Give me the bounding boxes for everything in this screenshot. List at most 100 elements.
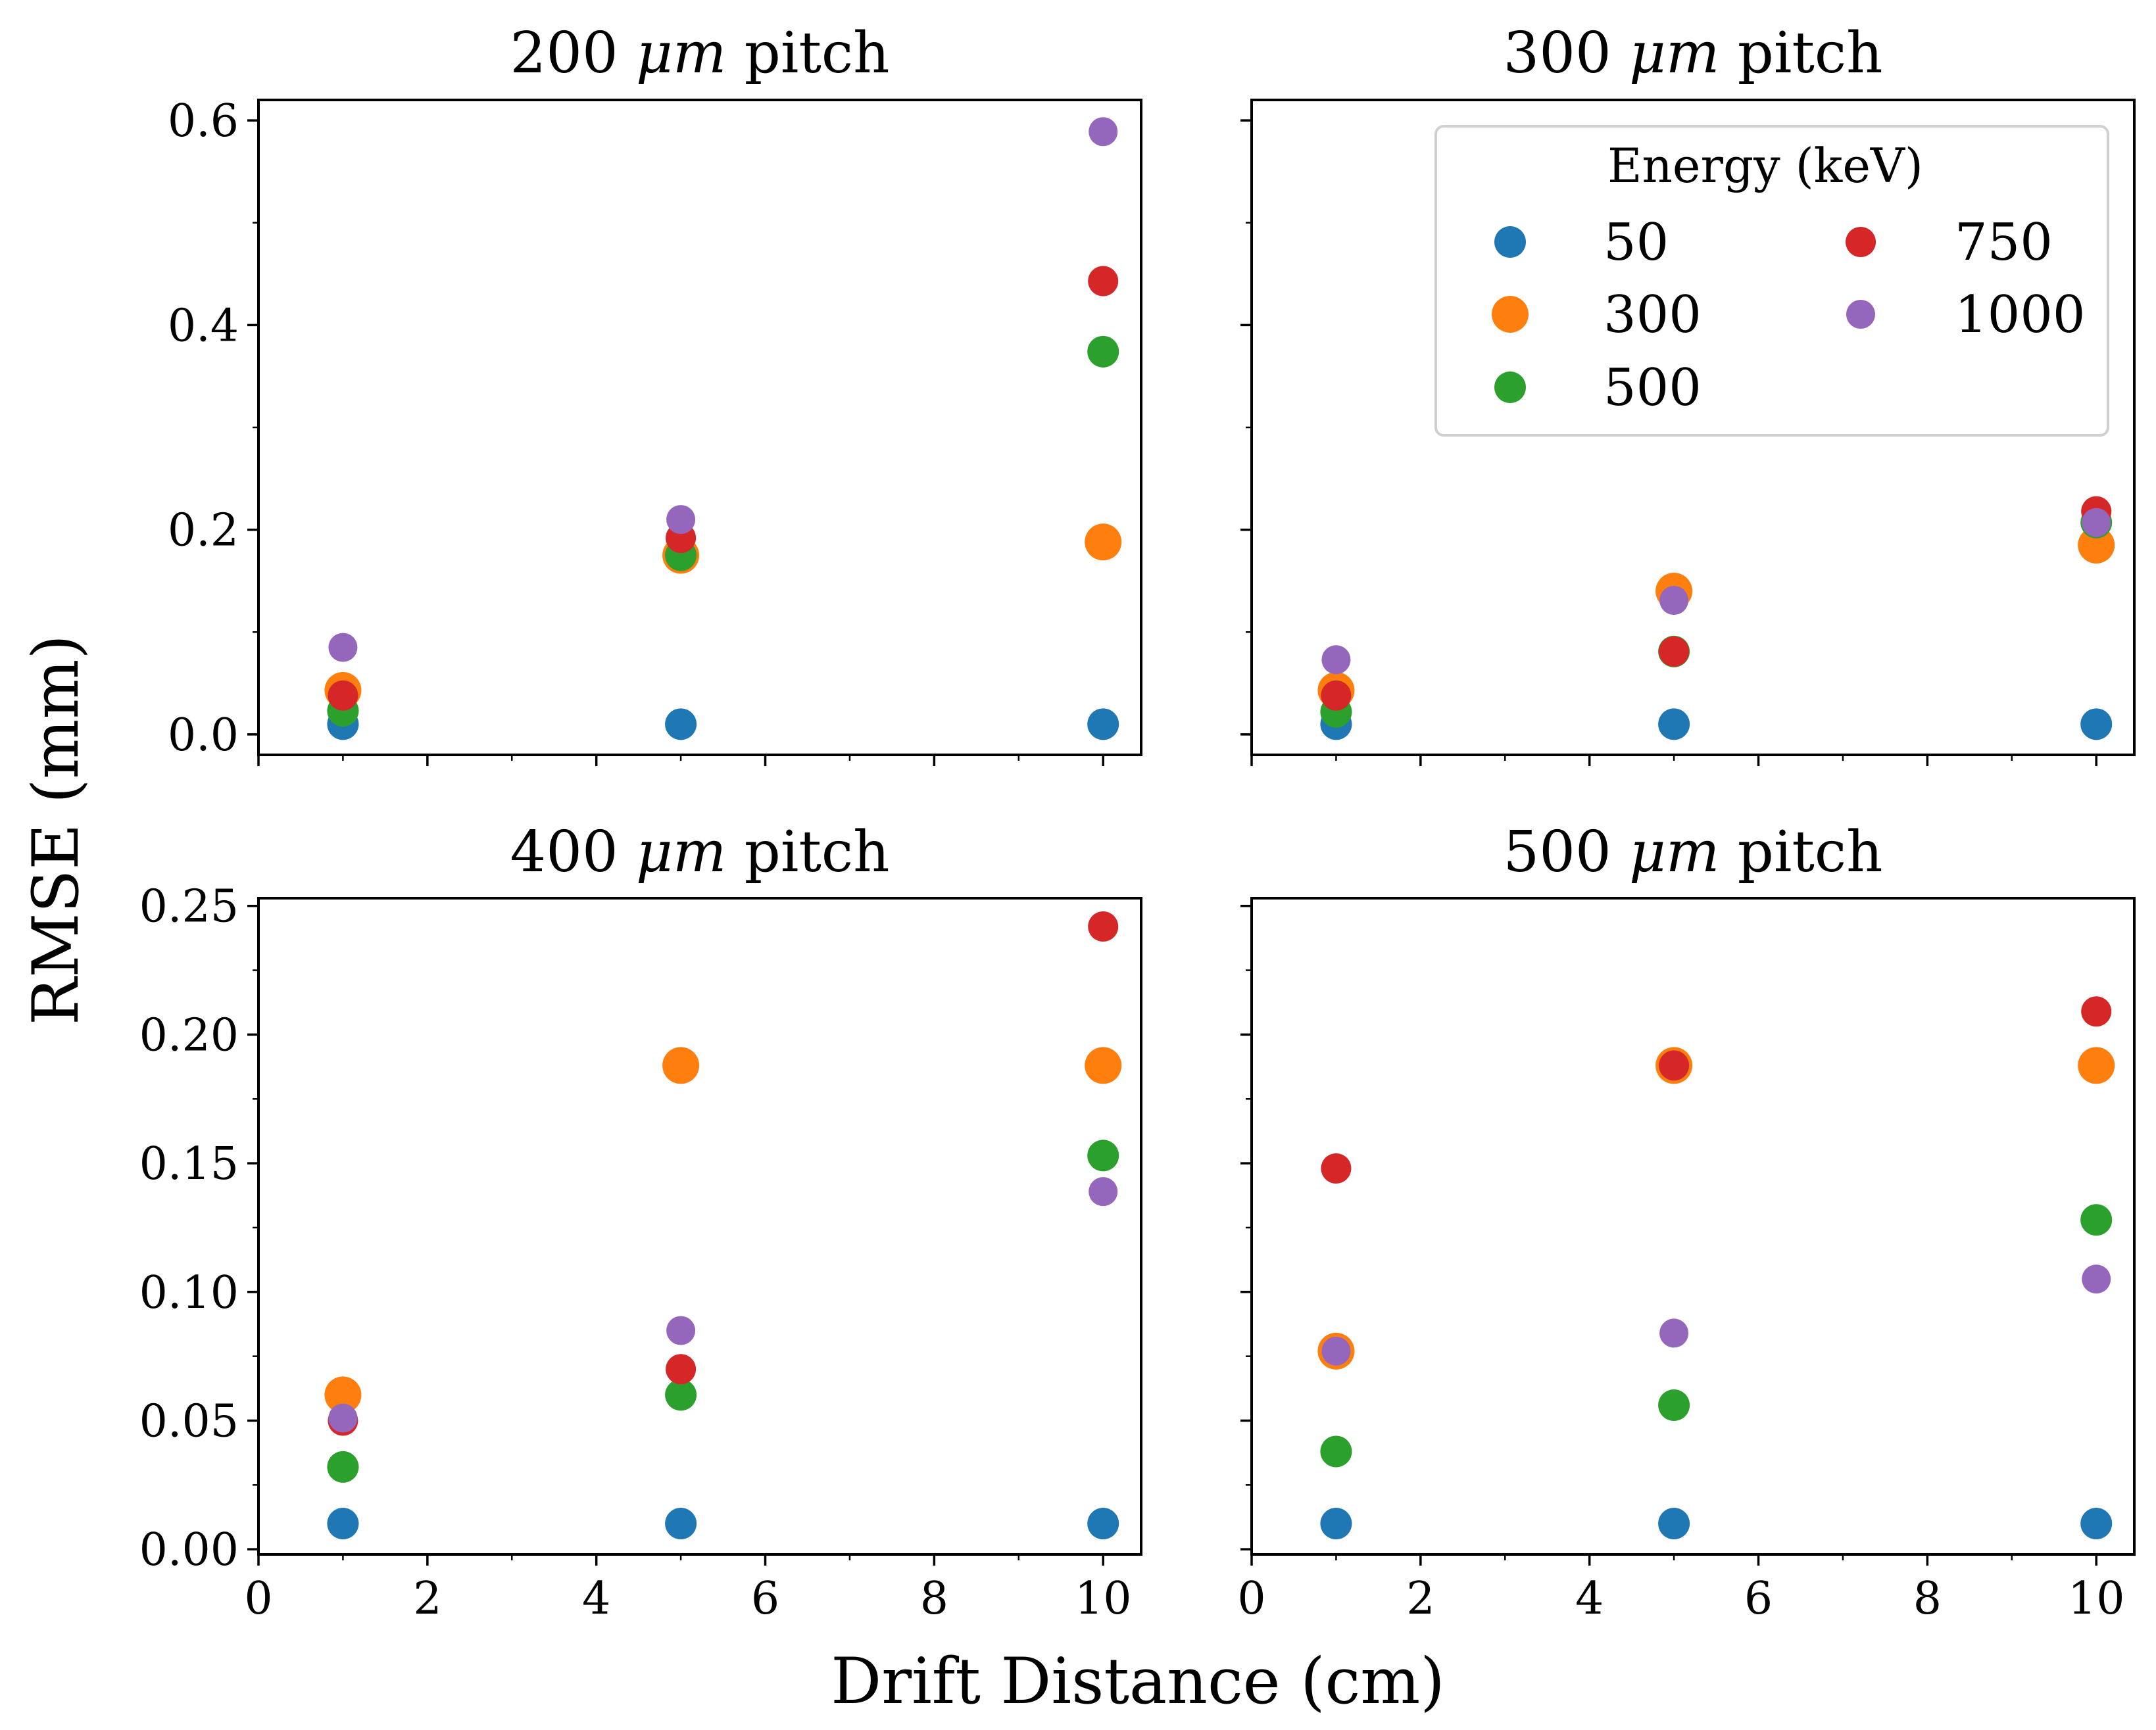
point-500kev xyxy=(327,1451,359,1483)
point-1000kev xyxy=(1659,586,1689,615)
point-750kev xyxy=(1088,911,1119,942)
point-300kev xyxy=(1085,523,1122,561)
y-tick-label: 0.2 xyxy=(168,505,239,557)
point-750kev xyxy=(1659,636,1690,667)
point-50kev xyxy=(1658,1508,1690,1540)
axes-frame xyxy=(257,897,1142,1556)
legend-label: 300 xyxy=(1604,285,1702,345)
panel-200-pitch: 200 μm pitch 0.0 0.2 0.4 0.6 xyxy=(168,20,1142,766)
panel-title: 500 μm pitch xyxy=(1504,819,1883,885)
legend-marker xyxy=(1494,372,1526,403)
legend-label: 750 xyxy=(1955,213,2053,272)
panel-400-pitch: 400 μm pitch 0 2 4 6 8 10 0.00 0.05 0.10 0.15 0.20 0… xyxy=(139,819,1142,1625)
point-500kev xyxy=(1320,1435,1352,1468)
y-tick-label: 0.00 xyxy=(139,1524,239,1576)
point-50kev xyxy=(1087,1508,1119,1540)
point-1000kev xyxy=(2082,1264,2111,1294)
x-tick-label: 10 xyxy=(2068,1573,2125,1625)
legend-item-1000: 1000 xyxy=(1846,285,2086,345)
panel-title: 200 μm pitch xyxy=(510,20,890,86)
point-50kev xyxy=(1087,708,1119,740)
x-axis-label: Drift Distance (cm) xyxy=(831,1645,1445,1718)
x-tick-label: 8 xyxy=(920,1573,948,1625)
y-axis-label: RMSE (mm) xyxy=(19,635,93,1025)
point-1000kev xyxy=(1089,1177,1118,1207)
point-50kev xyxy=(1658,708,1690,740)
x-tick-label: 0 xyxy=(244,1573,272,1625)
legend-item-50: 50 xyxy=(1494,213,1669,272)
legend-box xyxy=(1434,125,2109,437)
panel-title: 400 μm pitch xyxy=(510,819,890,885)
point-750kev xyxy=(1321,680,1352,711)
x-tick-label: 2 xyxy=(1406,1573,1434,1625)
x-tick-label: 0 xyxy=(1237,1573,1265,1625)
point-1000kev xyxy=(1321,645,1351,675)
legend-item-300: 300 xyxy=(1492,285,1702,345)
point-500kev xyxy=(1658,1389,1690,1422)
point-500kev xyxy=(1087,1140,1119,1172)
point-1000kev xyxy=(666,505,696,535)
legend-title: Energy (keV) xyxy=(1607,138,1923,193)
y-tick-label: 0.15 xyxy=(139,1138,239,1190)
y-tick-label: 0.25 xyxy=(139,881,239,933)
point-750kev xyxy=(666,1354,697,1385)
point-50kev xyxy=(1320,1508,1352,1540)
legend-label: 1000 xyxy=(1955,285,2086,345)
panel-300-pitch: 300 μm pitch xyxy=(1240,20,2136,766)
legend-item-500: 500 xyxy=(1494,358,1702,418)
point-300kev xyxy=(2078,1047,2115,1084)
point-50kev xyxy=(665,708,697,740)
point-50kev xyxy=(665,1508,697,1540)
legend: Energy (keV) 50 300 500 750 1000 xyxy=(1434,125,2109,437)
point-500kev xyxy=(2080,1204,2113,1236)
point-300kev xyxy=(1085,1047,1122,1084)
axes-frame xyxy=(1250,99,2136,756)
y-tick-label: 0.20 xyxy=(139,1009,239,1061)
legend-marker xyxy=(1492,296,1529,333)
y-tick-label: 0.0 xyxy=(168,709,239,761)
axes-frame xyxy=(257,99,1142,756)
point-1000kev xyxy=(2082,508,2111,537)
point-1000kev xyxy=(328,633,358,662)
panels: 200 μm pitch 0.0 0.2 0.4 0.6 300 μm pitch 400 … xyxy=(139,20,2136,1625)
x-tick-label: 2 xyxy=(413,1573,441,1625)
point-50kev xyxy=(2080,1508,2113,1540)
point-500kev xyxy=(1087,335,1119,368)
point-50kev xyxy=(2080,708,2113,740)
panel-500-pitch: 500 μm pitch 0 2 4 6 8 10 xyxy=(1237,819,2136,1625)
point-750kev xyxy=(1659,1050,1690,1081)
axes-frame xyxy=(1250,897,2136,1556)
y-tick-label: 0.6 xyxy=(168,95,239,147)
point-300kev xyxy=(2078,526,2115,564)
legend-item-750: 750 xyxy=(1846,213,2053,272)
point-750kev xyxy=(1088,266,1119,297)
point-1000kev xyxy=(1089,117,1118,147)
point-300kev xyxy=(662,1047,700,1084)
x-tick-label: 4 xyxy=(1575,1573,1604,1625)
point-1000kev xyxy=(1659,1318,1689,1348)
point-50kev xyxy=(327,1508,359,1540)
x-tick-label: 6 xyxy=(751,1573,779,1625)
x-tick-label: 6 xyxy=(1744,1573,1773,1625)
y-tick-label: 0.4 xyxy=(168,300,239,352)
legend-marker xyxy=(1846,300,1875,329)
x-tick-label: 8 xyxy=(1913,1573,1942,1625)
point-1000kev xyxy=(666,1316,696,1345)
point-1000kev xyxy=(328,1403,358,1433)
legend-marker xyxy=(1846,227,1876,257)
point-300kev xyxy=(324,1376,362,1414)
legend-label: 50 xyxy=(1604,213,1669,272)
panel-title: 300 μm pitch xyxy=(1504,20,1883,86)
point-500kev xyxy=(665,1379,697,1411)
y-tick-label: 0.05 xyxy=(139,1395,239,1447)
x-tick-label: 10 xyxy=(1075,1573,1132,1625)
legend-label: 500 xyxy=(1604,358,1702,418)
x-tick-label: 4 xyxy=(582,1573,610,1625)
point-750kev xyxy=(328,680,358,711)
point-750kev xyxy=(2081,996,2112,1027)
y-tick-label: 0.10 xyxy=(139,1267,239,1319)
legend-marker xyxy=(1494,226,1526,258)
point-750kev xyxy=(1321,1153,1352,1184)
point-1000kev xyxy=(1321,1336,1351,1366)
